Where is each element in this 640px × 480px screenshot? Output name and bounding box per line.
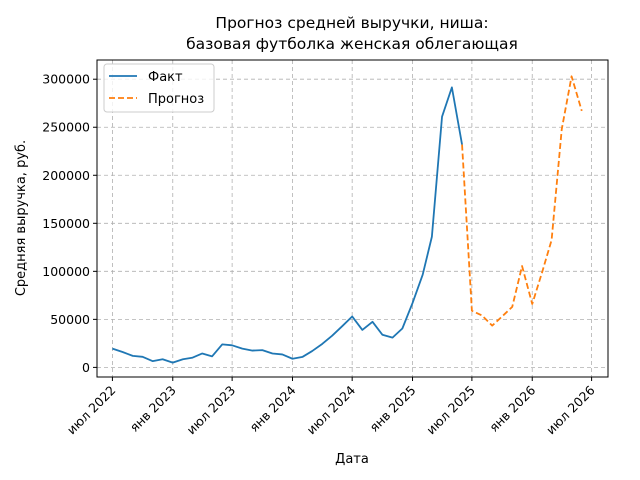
y-tick-label: 300000 (42, 72, 90, 87)
legend-label-forecast: Прогноз (148, 92, 204, 107)
legend: Факт Прогноз (103, 63, 215, 113)
y-tick-label: 0 (82, 360, 90, 375)
y-tick-label: 50000 (50, 312, 90, 327)
y-axis-ticks: 0 50000 100000 150000 200000 250000 300000 (42, 72, 97, 375)
grid (97, 60, 608, 377)
y-tick-label: 200000 (42, 168, 90, 183)
y-tick-label: 250000 (42, 120, 90, 135)
chart-title-line-1: Прогноз средней выручки, ниша: (215, 14, 488, 32)
x-axis-label: Дата (335, 452, 369, 467)
y-tick-label: 150000 (42, 216, 90, 231)
series-lines (112, 75, 583, 364)
legend-label-fact: Факт (148, 70, 183, 85)
series-line-forecast (461, 75, 583, 327)
y-axis-label: Средняя выручка, руб. (14, 140, 29, 296)
y-tick-label: 100000 (42, 264, 90, 279)
chart-title-line-2: базовая футболка женская облегающая (186, 35, 518, 53)
series-line-fact (112, 86, 463, 364)
